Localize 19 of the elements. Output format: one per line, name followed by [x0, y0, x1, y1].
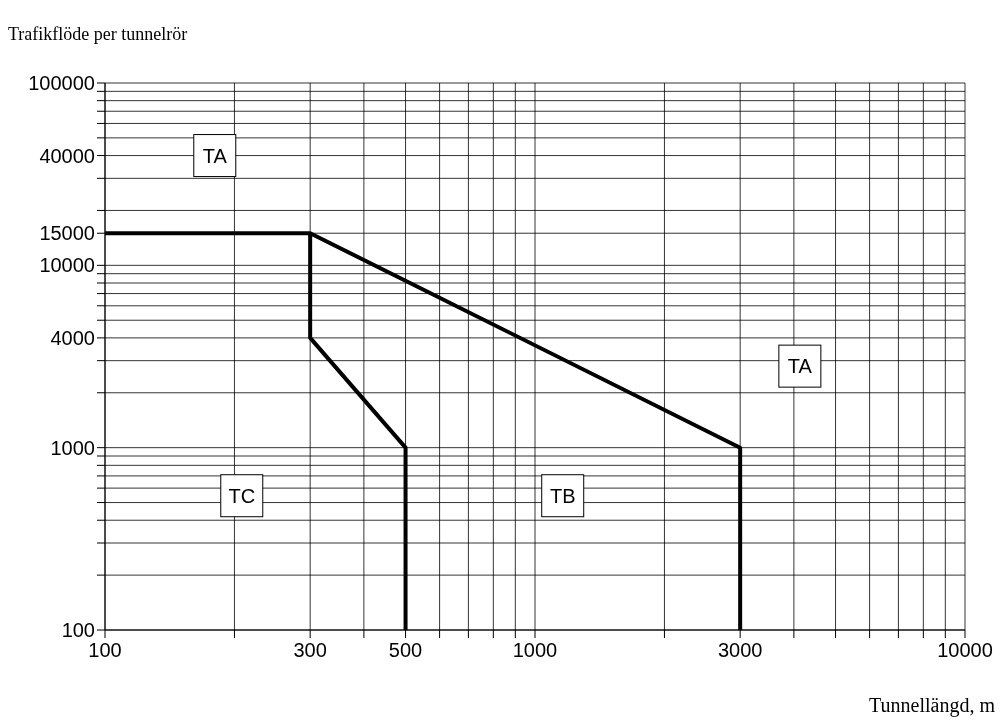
x-tick-label: 100 — [88, 639, 122, 661]
annotation: TC — [228, 484, 256, 507]
annotation: TB — [549, 484, 576, 507]
x-tick-label: 500 — [388, 639, 423, 661]
y-tick-label: 100 — [61, 619, 95, 641]
annotation: TA — [202, 144, 228, 167]
y-tick-label: 15000 — [39, 222, 95, 245]
y-tick-label: 1000 — [50, 436, 95, 459]
x-tick-label: 10000 — [937, 639, 993, 661]
annotation: TA — [787, 355, 813, 378]
y-tick-label: 100000 — [28, 72, 95, 94]
x-tick-label: 300 — [293, 639, 327, 661]
y-tick-label: 10000 — [39, 254, 95, 277]
y-tick-label: 40000 — [39, 144, 95, 167]
x-axis-title: Tunnellängd, m — [869, 694, 996, 717]
x-tick-label: 3000 — [717, 639, 763, 661]
chart-title: Trafikflöde per tunnelrör — [8, 24, 188, 44]
x-tick-label: 1000 — [512, 639, 558, 661]
y-tick-label: 4000 — [50, 326, 95, 349]
